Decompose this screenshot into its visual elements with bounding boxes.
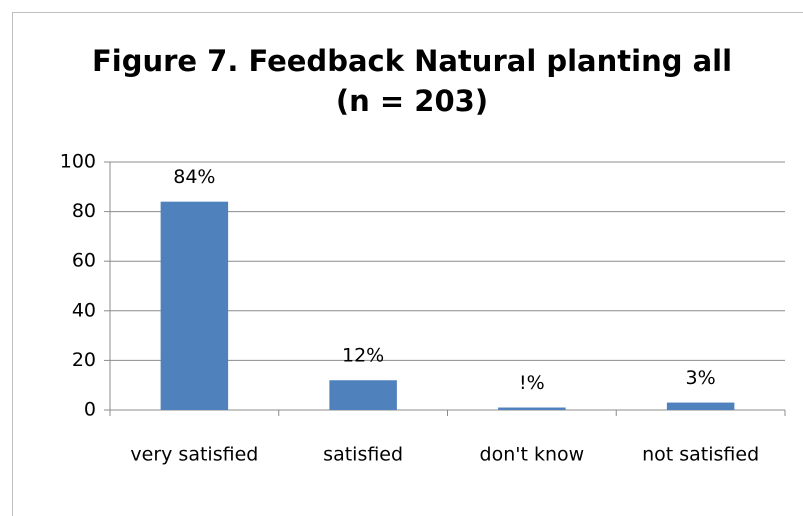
chart-title: Figure 7. Feedback Natural planting all	[92, 44, 732, 78]
x-tick-label: not satisfied	[642, 444, 759, 466]
data-label: 3%	[686, 367, 716, 389]
bar	[329, 380, 397, 410]
x-tick-label: don't know	[480, 444, 585, 466]
y-tick-label: 80	[72, 200, 96, 222]
data-label: 84%	[173, 166, 215, 188]
bar	[160, 201, 229, 410]
x-tick-label: satisfied	[323, 444, 403, 466]
data-label: 12%	[342, 345, 384, 367]
y-tick-label: 0	[84, 399, 96, 421]
bar	[666, 402, 735, 410]
x-tick-label: very satisfied	[130, 444, 258, 466]
chart-frame	[12, 12, 803, 516]
bar	[498, 407, 566, 410]
chart-title: (n = 203)	[336, 84, 488, 118]
y-tick-label: 60	[72, 250, 96, 272]
y-tick-label: 40	[72, 299, 96, 321]
y-tick-label: 100	[60, 151, 96, 173]
data-label: !%	[519, 372, 545, 394]
y-tick-label: 20	[72, 349, 96, 371]
